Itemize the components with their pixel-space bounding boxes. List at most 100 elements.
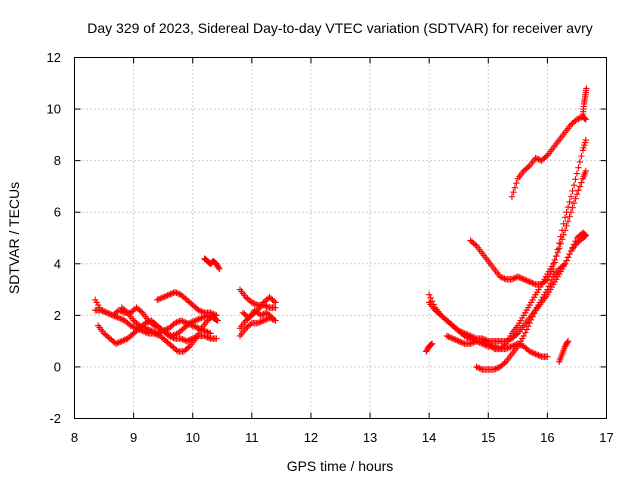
data-point-interp [140, 324, 148, 331]
data-point-interp [523, 326, 530, 333]
data-point-interp [464, 331, 471, 338]
data-point [573, 170, 581, 177]
data-point-interp [100, 308, 108, 315]
series-arc-d8 [579, 85, 590, 118]
data-point-interp [139, 323, 146, 331]
data-point-interp [180, 318, 188, 326]
data-point [508, 193, 516, 200]
data-point-interp [180, 336, 188, 344]
y-tick-label: 6 [54, 205, 61, 220]
data-point [103, 309, 111, 316]
data-point-interp [161, 293, 168, 300]
data-point [198, 314, 205, 322]
data-point-interp [551, 259, 558, 266]
y-tick-label: 10 [47, 102, 61, 117]
data-point-interp [192, 323, 199, 331]
data-point [490, 366, 498, 373]
data-point-interp [143, 325, 151, 333]
data-point [520, 276, 527, 283]
data-point-interp [211, 311, 219, 318]
data-point [508, 343, 516, 350]
data-point-interp [570, 199, 578, 207]
chart-title: Day 329 of 2023, Sidereal Day-to-day VTE… [87, 20, 593, 36]
data-point-interp [459, 339, 467, 347]
data-point [455, 327, 462, 335]
data-point-interp [261, 316, 269, 324]
data-point-interp [505, 344, 513, 351]
data-point-interp [547, 279, 554, 287]
data-point-interp [527, 316, 535, 324]
data-point-interp [258, 317, 266, 325]
data-point-interp [560, 261, 567, 269]
data-point-interp [468, 333, 476, 340]
data-point-interp [118, 316, 125, 323]
data-point [216, 265, 223, 273]
data-point-interp [458, 339, 465, 346]
data-point-interp [157, 328, 164, 336]
data-point-interp [198, 326, 205, 333]
data-point [544, 286, 551, 293]
data-point-interp [471, 338, 479, 345]
series-arc-d1 [423, 340, 436, 355]
data-point [567, 247, 575, 255]
data-point-interp [170, 334, 177, 342]
data-point [171, 288, 179, 296]
data-point-interp [529, 313, 536, 320]
data-point-interp [158, 328, 165, 335]
data-point-interp [457, 328, 464, 335]
data-point-interp [173, 289, 180, 296]
data-point [550, 265, 557, 273]
data-point-interp [137, 323, 145, 330]
data-point-interp [188, 321, 195, 329]
data-point-interp [117, 338, 124, 345]
data-point-interp [205, 329, 213, 336]
data-point [508, 276, 516, 283]
data-point [583, 85, 590, 92]
data-point [207, 330, 214, 337]
data-point-interp [167, 290, 174, 298]
series-arc-a5 [118, 304, 214, 337]
data-point [192, 317, 199, 324]
x-tick-label: 10 [185, 430, 199, 445]
data-point-interp [149, 328, 157, 335]
data-point-interp [158, 294, 165, 302]
y-tick-labels: -2 0 2 4 6 8 10 12 [47, 50, 61, 426]
data-point [165, 291, 173, 298]
data-point [496, 273, 504, 280]
data-point [272, 299, 279, 306]
data-point-interp [192, 334, 199, 341]
data-point [532, 350, 539, 358]
series-arc-d3 [425, 232, 590, 345]
data-point-interp [202, 328, 210, 335]
data-point-interp [257, 318, 264, 326]
data-point-interp [155, 296, 162, 303]
data-point-interp [146, 326, 154, 334]
data-point-interp [196, 315, 204, 322]
data-point-interp [527, 279, 535, 286]
data-point [159, 327, 167, 335]
data-point-interp [501, 341, 508, 349]
data-point-interp [123, 308, 130, 315]
data-point [582, 232, 590, 239]
data-point-interp [173, 346, 180, 354]
data-point-interp [575, 115, 582, 122]
data-point-interp [504, 345, 511, 352]
series-arc-d4 [443, 167, 590, 353]
data-point-interp [196, 325, 204, 333]
data-point-interp [267, 313, 275, 320]
data-point-interp [256, 319, 263, 326]
data-point-interp [458, 328, 465, 336]
data-point-interp [196, 307, 204, 315]
data-point-interp [173, 319, 180, 326]
data-point-interp [581, 230, 588, 238]
y-tick-label: 4 [54, 256, 61, 271]
data-point [526, 278, 533, 286]
data-point-interp [477, 365, 485, 373]
data-point-interp [564, 339, 571, 346]
data-point [214, 317, 221, 324]
data-point [195, 307, 202, 314]
data-point-interp [146, 317, 154, 325]
data-point-interp [452, 336, 459, 344]
data-point-interp [557, 233, 564, 240]
data-point-interp [215, 264, 222, 271]
